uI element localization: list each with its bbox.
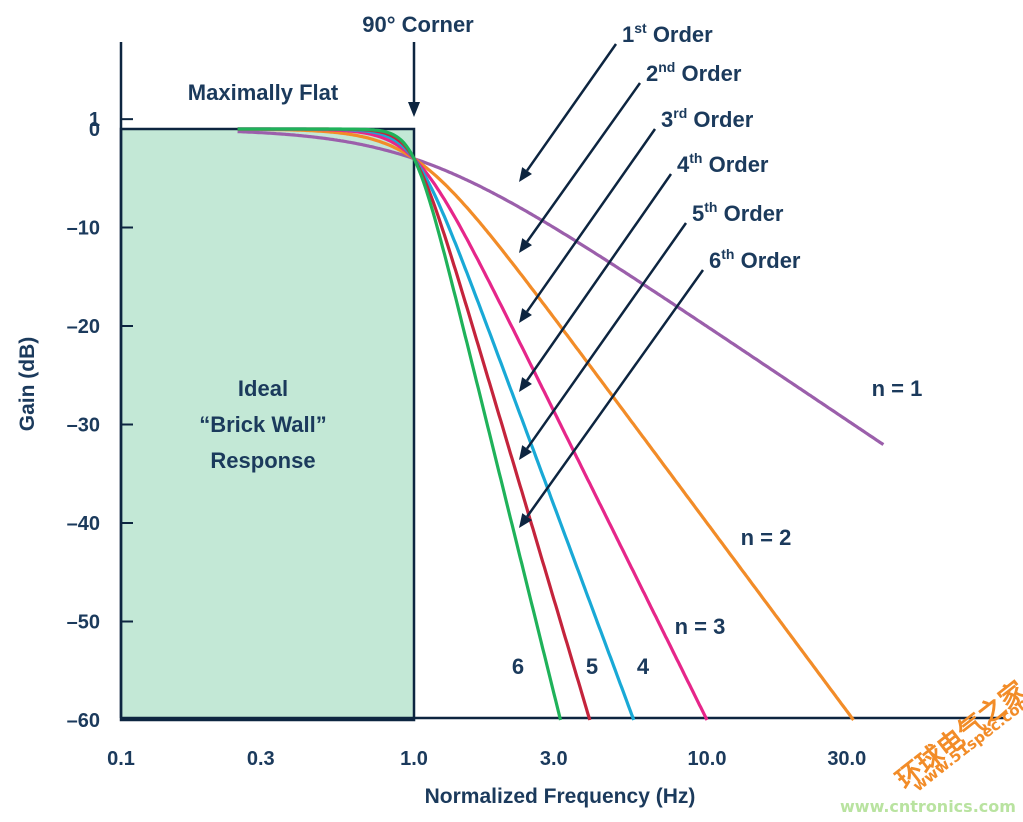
ideal-response-label: Ideal <box>238 376 288 401</box>
y-tick-label: –40 <box>67 513 100 535</box>
x-tick-label: 0.1 <box>107 748 135 770</box>
y-tick-label: –30 <box>67 415 100 437</box>
order-arrow-6 <box>526 269 705 518</box>
y-tick-label: 1 <box>89 109 100 131</box>
order-arrow-head-5 <box>519 445 532 460</box>
order-arrow-1 <box>526 43 618 172</box>
ideal-response-label: “Brick Wall” <box>199 412 327 437</box>
ideal-brick-wall-region <box>119 127 416 722</box>
order-arrow-3 <box>526 128 657 313</box>
y-tick-label: –60 <box>67 710 100 732</box>
y-axis-title: Gain (dB) <box>16 337 39 432</box>
ideal-response-label: Response <box>210 448 315 473</box>
axes-layer: 10 –10 –20 –30 –40 –50 –60 0.1 0.3 1.0 3.0 10.0 30.0… <box>16 42 1005 808</box>
order-label-3: 3rd Order <box>661 105 754 132</box>
curve-label-order-1: n = 1 <box>872 376 923 401</box>
order-label-6: 6th Order <box>709 246 801 273</box>
y-tick-label: 0 <box>89 119 100 141</box>
curve-label-order-2: n = 2 <box>741 525 792 550</box>
curve-label-order-3: n = 3 <box>675 614 726 639</box>
order-arrow-head-2 <box>519 238 533 253</box>
x-tick-label: 1.0 <box>400 748 428 770</box>
order-arrow-head-6 <box>519 513 533 528</box>
x-tick-label: 30.0 <box>827 748 866 770</box>
order-label-2: 2nd Order <box>646 59 742 86</box>
order-arrow-head-4 <box>519 377 532 392</box>
corner-arrow-head <box>408 102 420 117</box>
watermark-url-2: www.cntronics.com <box>840 797 1016 816</box>
maximally-flat-label: Maximally Flat <box>188 80 339 105</box>
order-arrow-head-3 <box>519 308 532 323</box>
order-label-4: 4th Order <box>677 150 769 177</box>
x-axis-title: Normalized Frequency (Hz) <box>425 785 696 808</box>
curve-label-order-5: 5 <box>586 654 598 679</box>
curve-label-order-4: 4 <box>637 654 650 679</box>
y-tick-label: –50 <box>67 612 100 634</box>
series-line-order-6 <box>237 127 563 721</box>
series-layer <box>237 127 885 721</box>
y-tick-label: –10 <box>67 218 100 240</box>
order-label-5: 5th Order <box>692 199 784 226</box>
order-arrow-2 <box>526 82 642 243</box>
order-label-1: 1st Order <box>622 20 713 47</box>
annotation-layer: 90° Corner Maximally Flat Ideal “Brick Wall… <box>188 12 923 679</box>
watermark-cn: 环球电气之家 <box>890 675 1023 795</box>
ideal-region-layer <box>119 127 416 722</box>
y-tick-label: –20 <box>67 316 100 338</box>
curve-label-order-6: 6 <box>512 654 524 679</box>
series-line-order-2 <box>237 127 855 721</box>
series-line-order-1 <box>237 130 885 446</box>
order-arrow-5 <box>526 222 688 450</box>
x-tick-label: 0.3 <box>247 748 275 770</box>
x-tick-label: 3.0 <box>540 748 568 770</box>
order-arrow-4 <box>525 173 673 382</box>
corner-label: 90° Corner <box>362 12 474 37</box>
x-tick-label: 10.0 <box>688 748 727 770</box>
order-arrow-head-1 <box>519 167 532 182</box>
